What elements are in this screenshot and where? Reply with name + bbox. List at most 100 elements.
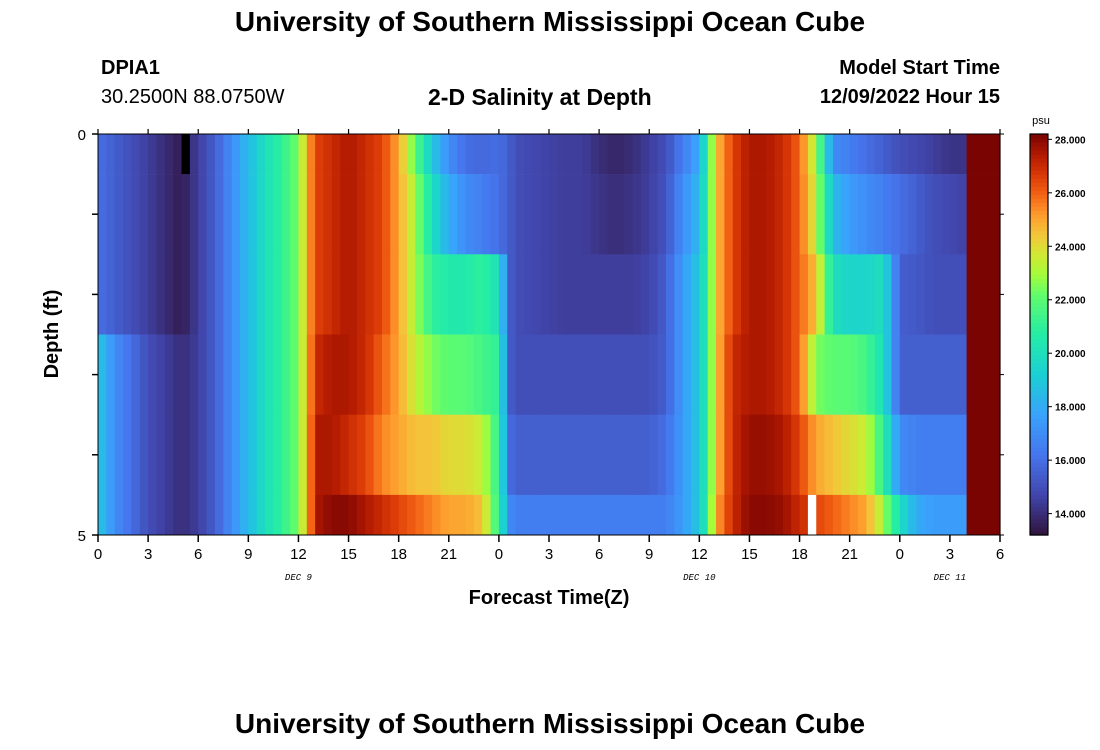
heatmap-cell [515,494,525,536]
heatmap-cell [674,334,684,415]
heatmap-cell [482,134,492,175]
heatmap-cell [707,334,717,415]
heatmap-cell [858,494,867,536]
heatmap-cell [390,414,400,496]
heatmap-cell [298,334,308,415]
heatmap-cell [599,414,609,496]
colorbar-segment [1030,474,1048,480]
heatmap-cell [398,174,408,255]
colorbar-segment [1030,326,1048,332]
heatmap-cell [941,254,951,335]
heatmap-cell [649,414,659,496]
colorbar-segment [1030,154,1048,159]
heatmap-cell [106,254,116,335]
heatmap-cell [273,254,283,335]
heatmap-cell [173,494,183,536]
heatmap-cell [407,254,416,335]
heatmap-cell [774,494,784,536]
heatmap-cell [423,174,433,255]
heatmap-cell [381,334,391,415]
heatmap-cell [139,254,149,335]
colorbar-segment [1030,490,1048,496]
heatmap-cell [741,334,751,415]
chart-subtitle: 2-D Salinity at Depth [428,84,652,110]
heatmap-cell [983,254,993,335]
heatmap-cell [791,254,801,335]
heatmap-cell [448,134,458,175]
colorbar-segment [1030,434,1048,440]
heatmap-cell [949,134,959,175]
heatmap-cell [448,334,458,415]
heatmap-cell [465,134,475,175]
colorbar-segment [1030,370,1048,376]
heatmap-cell [214,134,224,175]
heatmap-cell [791,174,801,255]
heatmap-cell [607,174,617,255]
heatmap-cell [507,414,517,496]
heatmap-cell [799,334,809,415]
heatmap-cell [908,174,918,255]
heatmap-cell [98,254,107,335]
colorbar-segment [1030,446,1048,452]
heatmap-cell [273,494,283,536]
heatmap-cell [657,254,667,335]
colorbar-segment [1030,178,1048,183]
heatmap-cell [432,494,442,536]
heatmap-cell [331,334,341,415]
heatmap-cell [707,494,717,536]
heatmap-cell [523,134,533,175]
heatmap-cell [123,494,133,536]
heatmap-cell [490,134,500,175]
heatmap-cell [498,494,508,536]
heatmap-cell [440,494,450,536]
heatmap-cell [866,134,876,175]
heatmap-cell [599,134,609,175]
heatmap-cell [757,494,767,536]
colorbar-segment [1030,286,1048,291]
colorbar-segment [1030,358,1048,364]
heatmap-cell [983,494,993,536]
heatmap-cell [407,414,416,496]
heatmap-cell [724,334,734,415]
heatmap-cell [214,494,224,536]
heatmap-cell [732,334,742,415]
heatmap-cell [549,254,558,335]
heatmap-cell [198,174,208,255]
heatmap-cell [749,414,759,496]
colorbar-segment [1030,394,1048,400]
heatmap-cell [490,254,500,335]
colorbar-segment [1030,226,1048,231]
heatmap-cell [574,134,584,175]
heatmap-cell [290,494,300,536]
heatmap-cell [423,494,433,536]
colorbar-tick-label: 18.000 [1055,403,1086,414]
heatmap-cell [716,254,725,335]
heatmap-cell [565,414,575,496]
heatmap-cell [807,414,817,496]
heatmap-cell [607,494,617,536]
heatmap-cell [131,334,141,415]
colorbar-segment [1030,334,1048,340]
colorbar-segment [1030,430,1048,436]
heatmap-cell [874,414,884,496]
heatmap-cell [883,254,893,335]
colorbar-segment [1030,330,1048,336]
colorbar-segment [1030,494,1048,500]
heatmap-cell [924,254,934,335]
heatmap-cell [724,134,734,175]
colorbar-segment [1030,454,1048,460]
heatmap-cell [164,334,174,415]
heatmap-cell [665,174,675,255]
heatmap-cell [665,494,675,536]
heatmap-cell [239,334,249,415]
heatmap-cell [407,134,416,175]
heatmap-cell [949,254,959,335]
heatmap-cell [557,414,567,496]
heatmap-cell [265,334,274,415]
colorbar-segment [1030,374,1048,380]
heatmap-cell [724,414,734,496]
heatmap-cell [757,334,767,415]
heatmap-cell [265,174,274,255]
heatmap-cell [214,334,224,415]
